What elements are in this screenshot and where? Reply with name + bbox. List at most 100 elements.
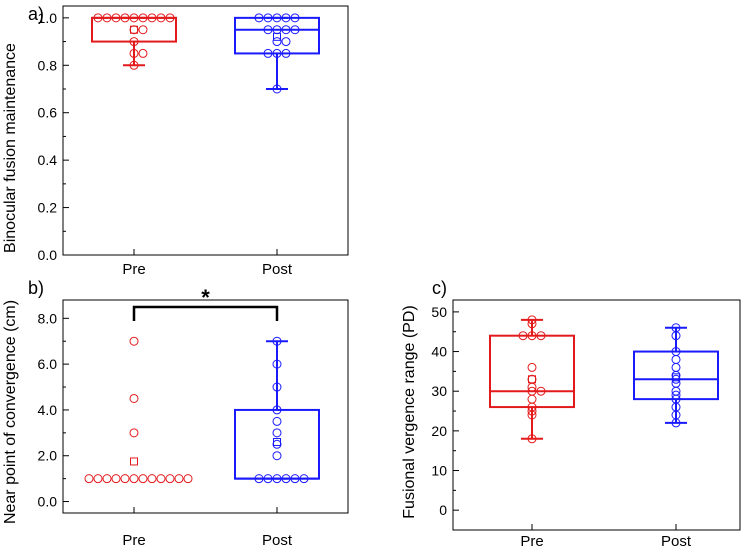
data-point [183,474,193,484]
data-point [290,474,300,484]
data-point [102,474,112,484]
data-point [272,416,282,426]
y-tick-label: 0.0 [38,494,58,510]
data-point [272,84,282,94]
x-category-label: Pre [122,532,145,549]
plot-frame [62,5,349,256]
panel-b: b) Near point of convergence (cm) 0.0 2.0… [2,278,349,549]
data-point [129,60,139,70]
data-point [671,362,681,372]
y-tick-label: 0.6 [38,105,58,121]
data-point [527,362,537,372]
panel-a: a) Binocular fusion maintenance 0.0 0.2 0.… [2,4,349,278]
significance-star: * [201,285,210,310]
data-point [138,25,148,35]
data-point [102,13,112,23]
x-category-label: Post [262,532,293,549]
data-point [281,25,291,35]
data-point [263,48,273,58]
data-point [527,319,537,329]
data-point [536,386,546,396]
data-point [254,474,264,484]
x-category-label: Pre [122,261,145,278]
data-point [272,336,282,346]
data-point [527,331,537,341]
data-point [263,25,273,35]
y-tick-label: 50 [431,304,447,320]
data-point [84,474,94,484]
data-point [93,13,103,23]
plot-frame [452,299,741,531]
data-point [527,374,537,384]
data-point [536,331,546,341]
data-point [174,474,184,484]
data-point [281,474,291,484]
data-point [272,382,282,392]
significance-bracket [132,305,279,321]
y-tick-label: 40 [431,344,447,360]
data-point [290,13,300,23]
y-tick-label: 30 [431,383,447,399]
data-point [120,13,130,23]
plot-frame [62,299,349,514]
data-point [138,13,148,23]
data-point [290,25,300,35]
data-point [671,331,681,341]
data-point [527,315,537,325]
mean-marker [672,373,680,382]
data-point [272,474,282,484]
data-point [281,13,291,23]
x-category-label: Post [262,261,293,278]
panel-c: c) Fusional vergence range (PD) 0 10 20 30 4… [401,278,741,549]
mean-marker [273,438,281,446]
data-point [138,48,148,58]
data-point [272,439,282,449]
data-point [527,434,537,444]
data-point [281,48,291,58]
panel-c-label: c) [432,278,447,298]
data-point [111,474,121,484]
data-point [138,474,148,484]
mean-marker [528,375,536,384]
iqr-box [234,16,320,55]
data-point [129,37,139,47]
data-point [272,48,282,58]
y-tick-label: 6.0 [38,356,58,372]
data-point [272,13,282,23]
data-point [147,474,157,484]
data-point [518,331,528,341]
y-tick-label: 1.0 [38,10,58,26]
data-point [111,13,121,23]
y-tick-label: 0.2 [38,200,58,216]
data-point [281,37,291,47]
data-point [129,474,139,484]
data-point [129,13,139,23]
y-tick-label: 0.0 [38,247,58,263]
data-point [272,359,282,369]
data-point [129,48,139,58]
panel-b-ylabel: Near point of convergence (cm) [2,300,19,524]
data-point [263,13,273,23]
panel-a-ylabel: Binocular fusion maintenance [2,43,19,253]
data-point [165,474,175,484]
data-point [671,354,681,364]
panel-b-label: b) [28,278,44,298]
y-tick-label: 20 [431,423,447,439]
data-point [527,406,537,416]
data-point [272,405,282,415]
x-category-label: Post [661,533,692,549]
mean-marker [130,25,138,34]
panel-a-label: a) [28,4,44,24]
data-point [120,474,130,484]
data-point [254,13,264,23]
iqr-box [234,408,320,480]
data-point [129,393,139,403]
y-tick-label: 8.0 [38,310,58,326]
x-category-label: Pre [520,533,543,549]
y-tick-label: 0.8 [38,57,58,73]
y-tick-label: 0.4 [38,152,58,168]
data-point [129,428,139,438]
data-point [129,336,139,346]
data-point [156,13,166,23]
